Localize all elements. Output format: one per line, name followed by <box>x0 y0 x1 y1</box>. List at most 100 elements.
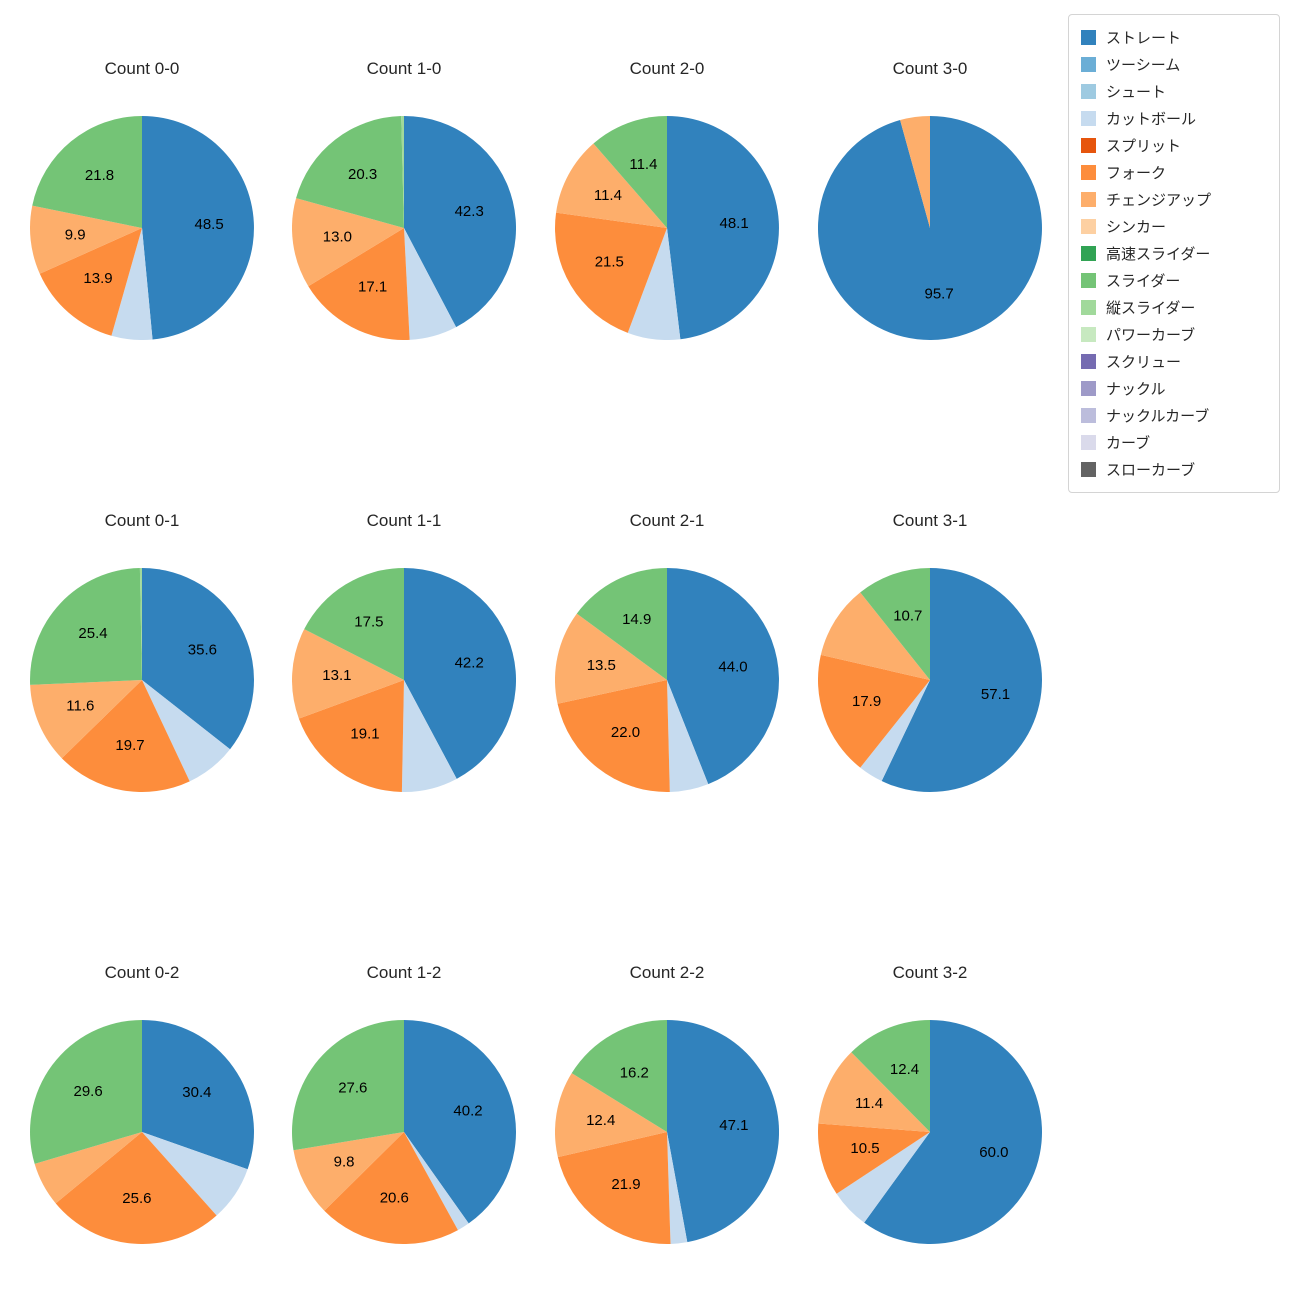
pie-slice-カットボール <box>111 228 153 340</box>
legend-swatch <box>1081 381 1096 396</box>
slice-value-label: 9.8 <box>334 1153 355 1170</box>
slice-value-label: 48.1 <box>719 215 748 232</box>
pie-slice-ストレート <box>404 116 516 328</box>
legend-swatch <box>1081 246 1096 261</box>
pie-slice-ストレート <box>818 116 1042 340</box>
pie-chart-count-3-0: 95.7 <box>818 116 1042 340</box>
legend-swatch <box>1081 408 1096 423</box>
pie-cell-count-0-2: Count 0-2 30.4 25.6 29.6 <box>30 962 254 1244</box>
pie-slice-チェンジアップ <box>292 629 404 719</box>
slice-value-label: 22.0 <box>611 724 640 741</box>
legend-label: フォーク <box>1106 165 1167 182</box>
pie-slice-縦スライダー <box>401 116 404 228</box>
pie-chart-count-0-0: 48.5 13.9 9.9 21.8 <box>30 116 254 340</box>
pie-slice-縦スライダー <box>139 568 142 680</box>
slice-value-label: 21.8 <box>85 167 114 184</box>
pie-slice-フォーク <box>61 680 190 792</box>
pie-slice-カットボール <box>836 1132 930 1223</box>
pie-chart-count-3-1: 57.1 17.9 10.7 <box>818 568 1042 792</box>
legend-swatch <box>1081 165 1096 180</box>
legend-swatch <box>1081 300 1096 315</box>
pie-slice-カットボール <box>667 1132 688 1244</box>
legend-swatch <box>1081 138 1096 153</box>
slice-value-label: 57.1 <box>981 686 1010 703</box>
legend-label: シンカー <box>1106 219 1167 236</box>
legend-label: カットボール <box>1106 111 1197 128</box>
pie-slice-カットボール <box>142 1132 248 1216</box>
pie-chart-count-2-2: 47.1 21.9 12.4 16.2 <box>555 1020 779 1244</box>
pie-slice-ストレート <box>142 1020 254 1170</box>
pie-slice-カットボール <box>627 228 681 340</box>
pie-cell-count-3-0: Count 3-0 95.7 <box>818 58 1042 340</box>
slice-value-label: 11.4 <box>629 156 657 173</box>
slice-value-label: 11.4 <box>594 187 622 204</box>
slice-value-label: 44.0 <box>718 658 747 675</box>
slice-value-label: 13.0 <box>323 228 352 245</box>
pie-slice-フォーク <box>818 654 930 768</box>
pie-slice-チェンジアップ <box>34 1132 142 1204</box>
slice-value-label: 17.5 <box>354 614 383 631</box>
slice-value-label: 29.6 <box>73 1083 102 1100</box>
legend-label: パワーカーブ <box>1106 327 1196 344</box>
pie-cell-count-1-2: Count 1-2 40.2 20.6 9.8 27.6 <box>292 962 516 1244</box>
legend-item: カーブ <box>1081 429 1267 456</box>
slice-value-label: 21.5 <box>595 253 624 270</box>
pie-slice-チェンジアップ <box>30 205 142 274</box>
chart-title: Count 3-2 <box>892 963 968 982</box>
pie-slice-チェンジアップ <box>820 592 930 680</box>
pie-slice-スライダー <box>32 116 143 228</box>
chart-title: Count 2-2 <box>629 963 705 982</box>
legend-item: シンカー <box>1081 213 1267 240</box>
pie-chart-count-1-2: 40.2 20.6 9.8 27.6 <box>292 1020 516 1244</box>
legend-item: パワーカーブ <box>1081 321 1267 348</box>
pie-slice-ストレート <box>864 1020 1042 1244</box>
pie-slice-スライダー <box>292 1020 404 1151</box>
pie-slice-ストレート <box>881 568 1042 792</box>
legend-list: ストレート ツーシーム シュート カットボール スプリット フォーク チェンジアップ シンカー… <box>1081 24 1267 483</box>
pie-slice-スライダー <box>571 1020 667 1132</box>
legend-swatch <box>1081 219 1096 234</box>
pie-chart-count-1-0: 42.3 17.1 13.0 20.3 <box>292 116 516 340</box>
pie-slice-チェンジアップ <box>555 613 667 704</box>
slice-value-label: 30.4 <box>182 1084 211 1101</box>
legend-label: スライダー <box>1106 273 1181 290</box>
pie-chart-count-0-1: 35.6 19.7 11.6 25.4 <box>30 568 254 792</box>
legend-swatch <box>1081 30 1096 45</box>
chart-title: Count 3-1 <box>892 511 968 530</box>
pie-cell-count-2-1: Count 2-1 44.0 22.0 13.5 14.9 <box>555 510 779 792</box>
legend-item: フォーク <box>1081 159 1267 186</box>
chart-title: Count 2-0 <box>629 59 705 78</box>
pie-chart-count-3-2: 60.0 10.5 11.4 12.4 <box>818 1020 1042 1244</box>
legend-item: 高速スライダー <box>1081 240 1267 267</box>
pie-slice-ストレート <box>142 568 254 750</box>
legend-item: スライダー <box>1081 267 1267 294</box>
legend-item: ツーシーム <box>1081 51 1267 78</box>
slice-value-label: 12.4 <box>890 1061 919 1078</box>
slice-value-label: 13.5 <box>587 657 616 674</box>
pie-slice-チェンジアップ <box>292 198 404 287</box>
chart-title: Count 0-0 <box>104 59 180 78</box>
legend-swatch <box>1081 462 1096 477</box>
pie-cell-count-0-1: Count 0-1 35.6 19.7 11.6 25.4 <box>30 510 254 792</box>
pie-slice-カットボール <box>404 228 457 340</box>
pie-cell-count-2-2: Count 2-2 47.1 21.9 12.4 16.2 <box>555 962 779 1244</box>
pie-slice-チェンジアップ <box>818 1052 930 1132</box>
legend-swatch <box>1081 273 1096 288</box>
legend-swatch <box>1081 57 1096 72</box>
legend-label: スクリュー <box>1106 354 1182 371</box>
slice-value-label: 48.5 <box>194 216 223 233</box>
slice-value-label: 12.4 <box>586 1112 615 1129</box>
legend-item: ナックルカーブ <box>1081 402 1267 429</box>
pie-slice-スライダー <box>30 1020 142 1164</box>
pie-slice-フォーク <box>555 212 667 333</box>
legend-label: 高速スライダー <box>1106 246 1211 263</box>
pie-slice-フォーク <box>324 1132 458 1244</box>
pie-slice-チェンジアップ <box>900 116 930 228</box>
slice-value-label: 27.6 <box>338 1079 367 1096</box>
legend-item: ストレート <box>1081 24 1267 51</box>
pie-slice-カットボール <box>404 1132 469 1231</box>
slice-value-label: 11.4 <box>855 1095 883 1112</box>
legend-label: 縦スライダー <box>1106 300 1196 317</box>
slice-value-label: 17.9 <box>852 693 881 710</box>
legend-label: スプリット <box>1106 138 1182 155</box>
